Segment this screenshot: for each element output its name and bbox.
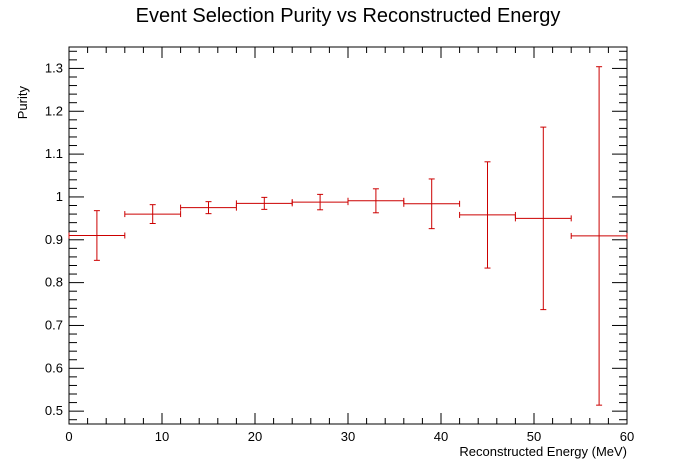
y-tick-label: 0.5 [45, 403, 63, 418]
data-point [124, 204, 182, 225]
y-axis-label: Purity [15, 86, 30, 120]
y-tick-label: 1.3 [45, 60, 63, 75]
data-point [68, 210, 126, 261]
x-tick-label: 20 [248, 429, 262, 444]
y-tick-label: 0.9 [45, 232, 63, 247]
y-tick-label: 1.2 [45, 103, 63, 118]
x-tick-label: 0 [65, 429, 72, 444]
data-point [570, 66, 628, 406]
x-tick-label: 30 [341, 429, 355, 444]
y-tick-label: 1.1 [45, 146, 63, 161]
y-axis: 0.5 0.6 0.7 0.8 0.9 1 1.1 1.2 1.3 [45, 50, 627, 421]
data-point [347, 188, 405, 214]
data-point [235, 196, 293, 210]
x-tick-label: 40 [434, 429, 448, 444]
chart-title: Event Selection Purity vs Reconstructed … [136, 5, 561, 27]
y-tick-label: 0.7 [45, 317, 63, 332]
x-tick-label: 50 [527, 429, 541, 444]
x-axis: 0 10 20 30 40 50 60 [65, 47, 634, 444]
x-tick-label: 60 [620, 429, 634, 444]
data-point [459, 161, 516, 269]
data-point [291, 193, 349, 211]
y-tick-label: 1 [56, 189, 63, 204]
x-tick-label: 10 [155, 429, 169, 444]
data-point [180, 201, 237, 215]
y-tick-label: 0.8 [45, 275, 63, 290]
data-points [68, 66, 628, 406]
y-tick-label: 0.6 [45, 360, 63, 375]
data-point [514, 126, 572, 311]
x-axis-label: Reconstructed Energy (MeV) [459, 444, 627, 459]
data-point [403, 178, 461, 230]
